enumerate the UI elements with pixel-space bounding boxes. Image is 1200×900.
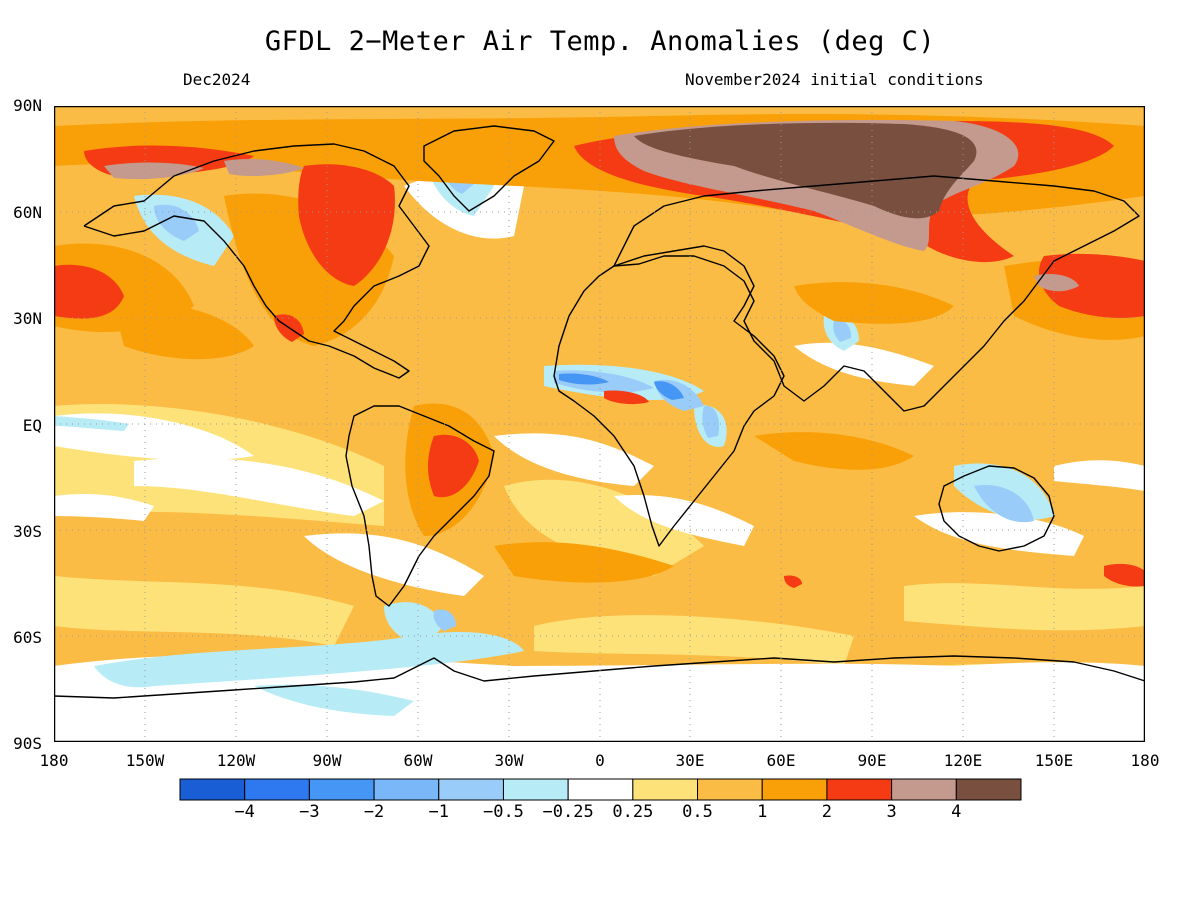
blue-regions [559,373,684,400]
lon-label-180e: 180 [1130,751,1160,770]
lon-label-0: 0 [595,751,605,770]
colorbar-swatch [891,778,957,801]
graticule [54,106,1145,742]
colorbar-tick-label: −1 [428,802,450,822]
colorbar [179,778,1022,801]
colorbar-tick-label: 1 [757,802,768,822]
lon-label-30w: 30W [494,751,524,770]
coastlines [54,125,1145,699]
lon-label-120w: 120W [216,751,256,770]
lon-label-150w: 150W [125,751,165,770]
colorbar-swatch [373,778,440,801]
colorbar-tick-label: 0.25 [612,802,654,822]
south-america-coast [345,405,495,607]
colorbar-swatch [761,778,828,801]
lon-label-120e: 120E [943,751,983,770]
colorbar-tick-label: 0.5 [682,802,713,822]
lat-label-eq: EQ [22,416,42,435]
colorbar-tick-label: 2 [821,802,833,822]
valid-month-label: Dec2024 [183,70,251,89]
colorbar-swatch [308,778,375,801]
north-america-coast [83,143,430,379]
map-frame [54,106,1145,742]
colorbar-tick-label: −4 [234,802,255,822]
lat-label-30n: 30N [13,309,42,328]
colorbar-swatch [826,778,893,801]
lon-label-30e: 30E [675,751,705,770]
colorbar-swatch [244,778,310,801]
anomaly-map [54,106,1145,742]
lat-label-60n: 60N [13,203,42,222]
lon-label-90w: 90W [312,751,342,770]
lat-label-90n: 90N [13,96,42,115]
colorbar-tick-label: 4 [951,802,962,822]
colorbar-tick-label: −0.25 [542,802,594,822]
asia-coast [613,175,1140,412]
colorbar-swatch [955,778,1022,801]
map-title: GFDL 2−Meter Air Temp. Anomalies (deg C) [264,26,936,57]
colorbar-swatch [632,778,699,801]
lon-label-60e: 60E [766,751,796,770]
brown-regions [634,122,977,219]
lon-label-60w: 60W [403,751,433,770]
colorbar-tick-label: −3 [299,802,320,822]
colorbar-swatch [502,778,569,801]
colorbar-swatch [567,778,634,801]
lat-label-60s: 60S [13,628,42,647]
colorbar-swatch [438,778,504,801]
lat-label-30s: 30S [13,522,42,541]
colorbar-swatch [179,778,246,801]
colorbar-tick-label: 3 [886,802,897,822]
europe-africa-coast [553,245,785,547]
colorbar-swatch [697,778,763,801]
colorbar-tick-label: −0.5 [482,802,524,822]
greenland-coast [423,125,555,212]
colorbar-tick-label: −2 [363,802,385,822]
lon-label-180w: 180 [39,751,69,770]
lat-label-90s: 90S [13,734,42,753]
antarctica-coast [54,655,1145,699]
lon-label-150e: 150E [1034,751,1074,770]
australia-coast [938,465,1055,552]
lon-label-90e: 90E [857,751,887,770]
init-conditions-label: November2024 initial conditions [685,70,984,89]
